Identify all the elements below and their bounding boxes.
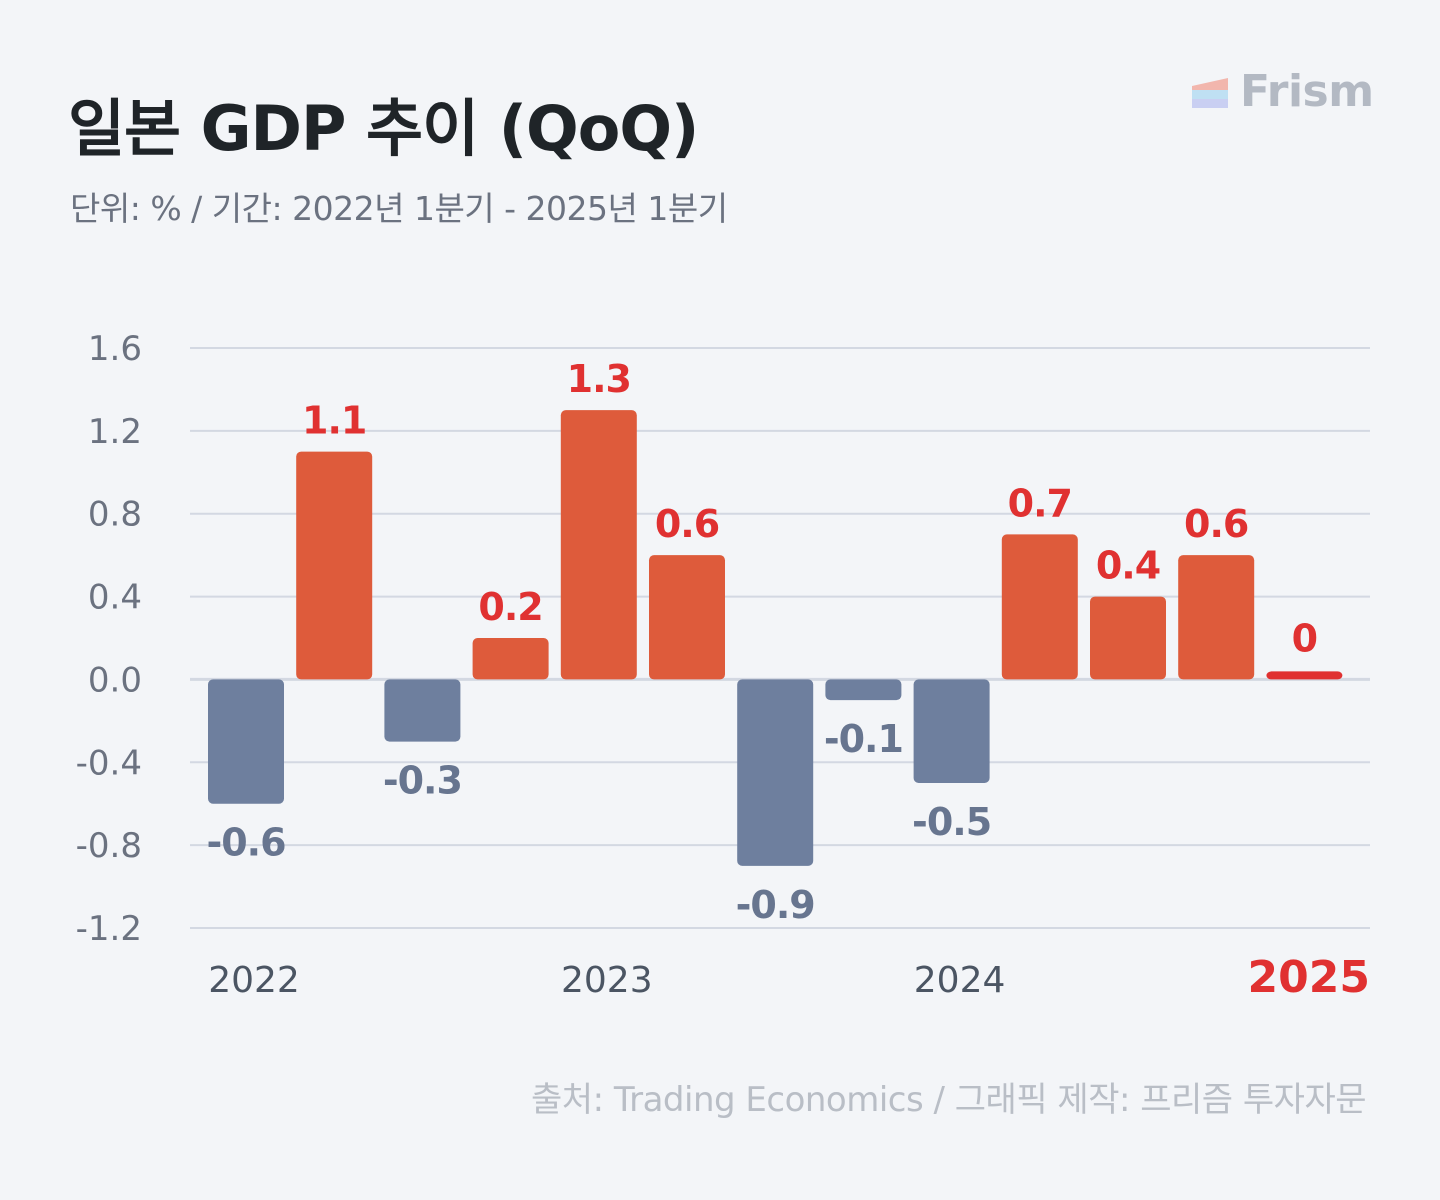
chart-subtitle: 단위: % / 기간: 2022년 1분기 - 2025년 1분기 (70, 189, 728, 228)
data-label: -0.3 (383, 759, 462, 803)
data-label: 0.7 (1008, 481, 1072, 525)
bar (649, 555, 725, 680)
data-label: -0.1 (824, 717, 903, 761)
bar (560, 410, 637, 680)
x-tick-label: 2022 (208, 960, 300, 1001)
y-tick-label: 1.2 (88, 412, 142, 452)
y-tick-label: -0.8 (76, 826, 142, 866)
data-label: -0.6 (206, 821, 285, 865)
bar (472, 638, 549, 680)
x-tick-label: 2023 (561, 960, 653, 1001)
data-label: 0.6 (1184, 502, 1248, 546)
data-label: 1.1 (302, 399, 366, 443)
x-tick-label: 2024 (914, 960, 1006, 1001)
bar (1001, 534, 1078, 680)
source-note: 출처: Trading Economics / 그래픽 제작: 프리즘 투자자문 (531, 1080, 1366, 1120)
logo-text: Frism (1240, 66, 1374, 117)
bar (384, 679, 461, 742)
bar (208, 679, 284, 804)
bar (737, 679, 814, 866)
bar (825, 679, 902, 701)
bar (1178, 555, 1255, 680)
data-label: 0 (1292, 616, 1317, 660)
y-tick-label: 0.0 (88, 660, 142, 700)
y-tick-label: 0.4 (88, 578, 142, 618)
chart-title: 일본 GDP 추이 (QoQ) (68, 92, 699, 165)
y-tick-label: -0.4 (76, 743, 142, 783)
data-label: 0.4 (1096, 544, 1160, 588)
data-label: -0.9 (736, 883, 815, 927)
y-tick-label: -1.2 (76, 909, 142, 949)
frism-logo-icon (1192, 77, 1228, 108)
y-tick-label: 1.6 (88, 329, 142, 369)
bar (1090, 596, 1166, 680)
y-tick-label: 0.8 (88, 495, 142, 535)
data-label: -0.5 (912, 800, 991, 844)
data-label: 0.6 (655, 502, 719, 546)
data-label: 1.3 (567, 357, 631, 401)
x-tick-label: 2025 (1248, 952, 1370, 1003)
bar (296, 451, 373, 680)
data-label: 0.2 (478, 585, 542, 629)
frism-logo: Frism (1190, 66, 1374, 117)
bar (1266, 671, 1343, 680)
bar (913, 679, 990, 783)
